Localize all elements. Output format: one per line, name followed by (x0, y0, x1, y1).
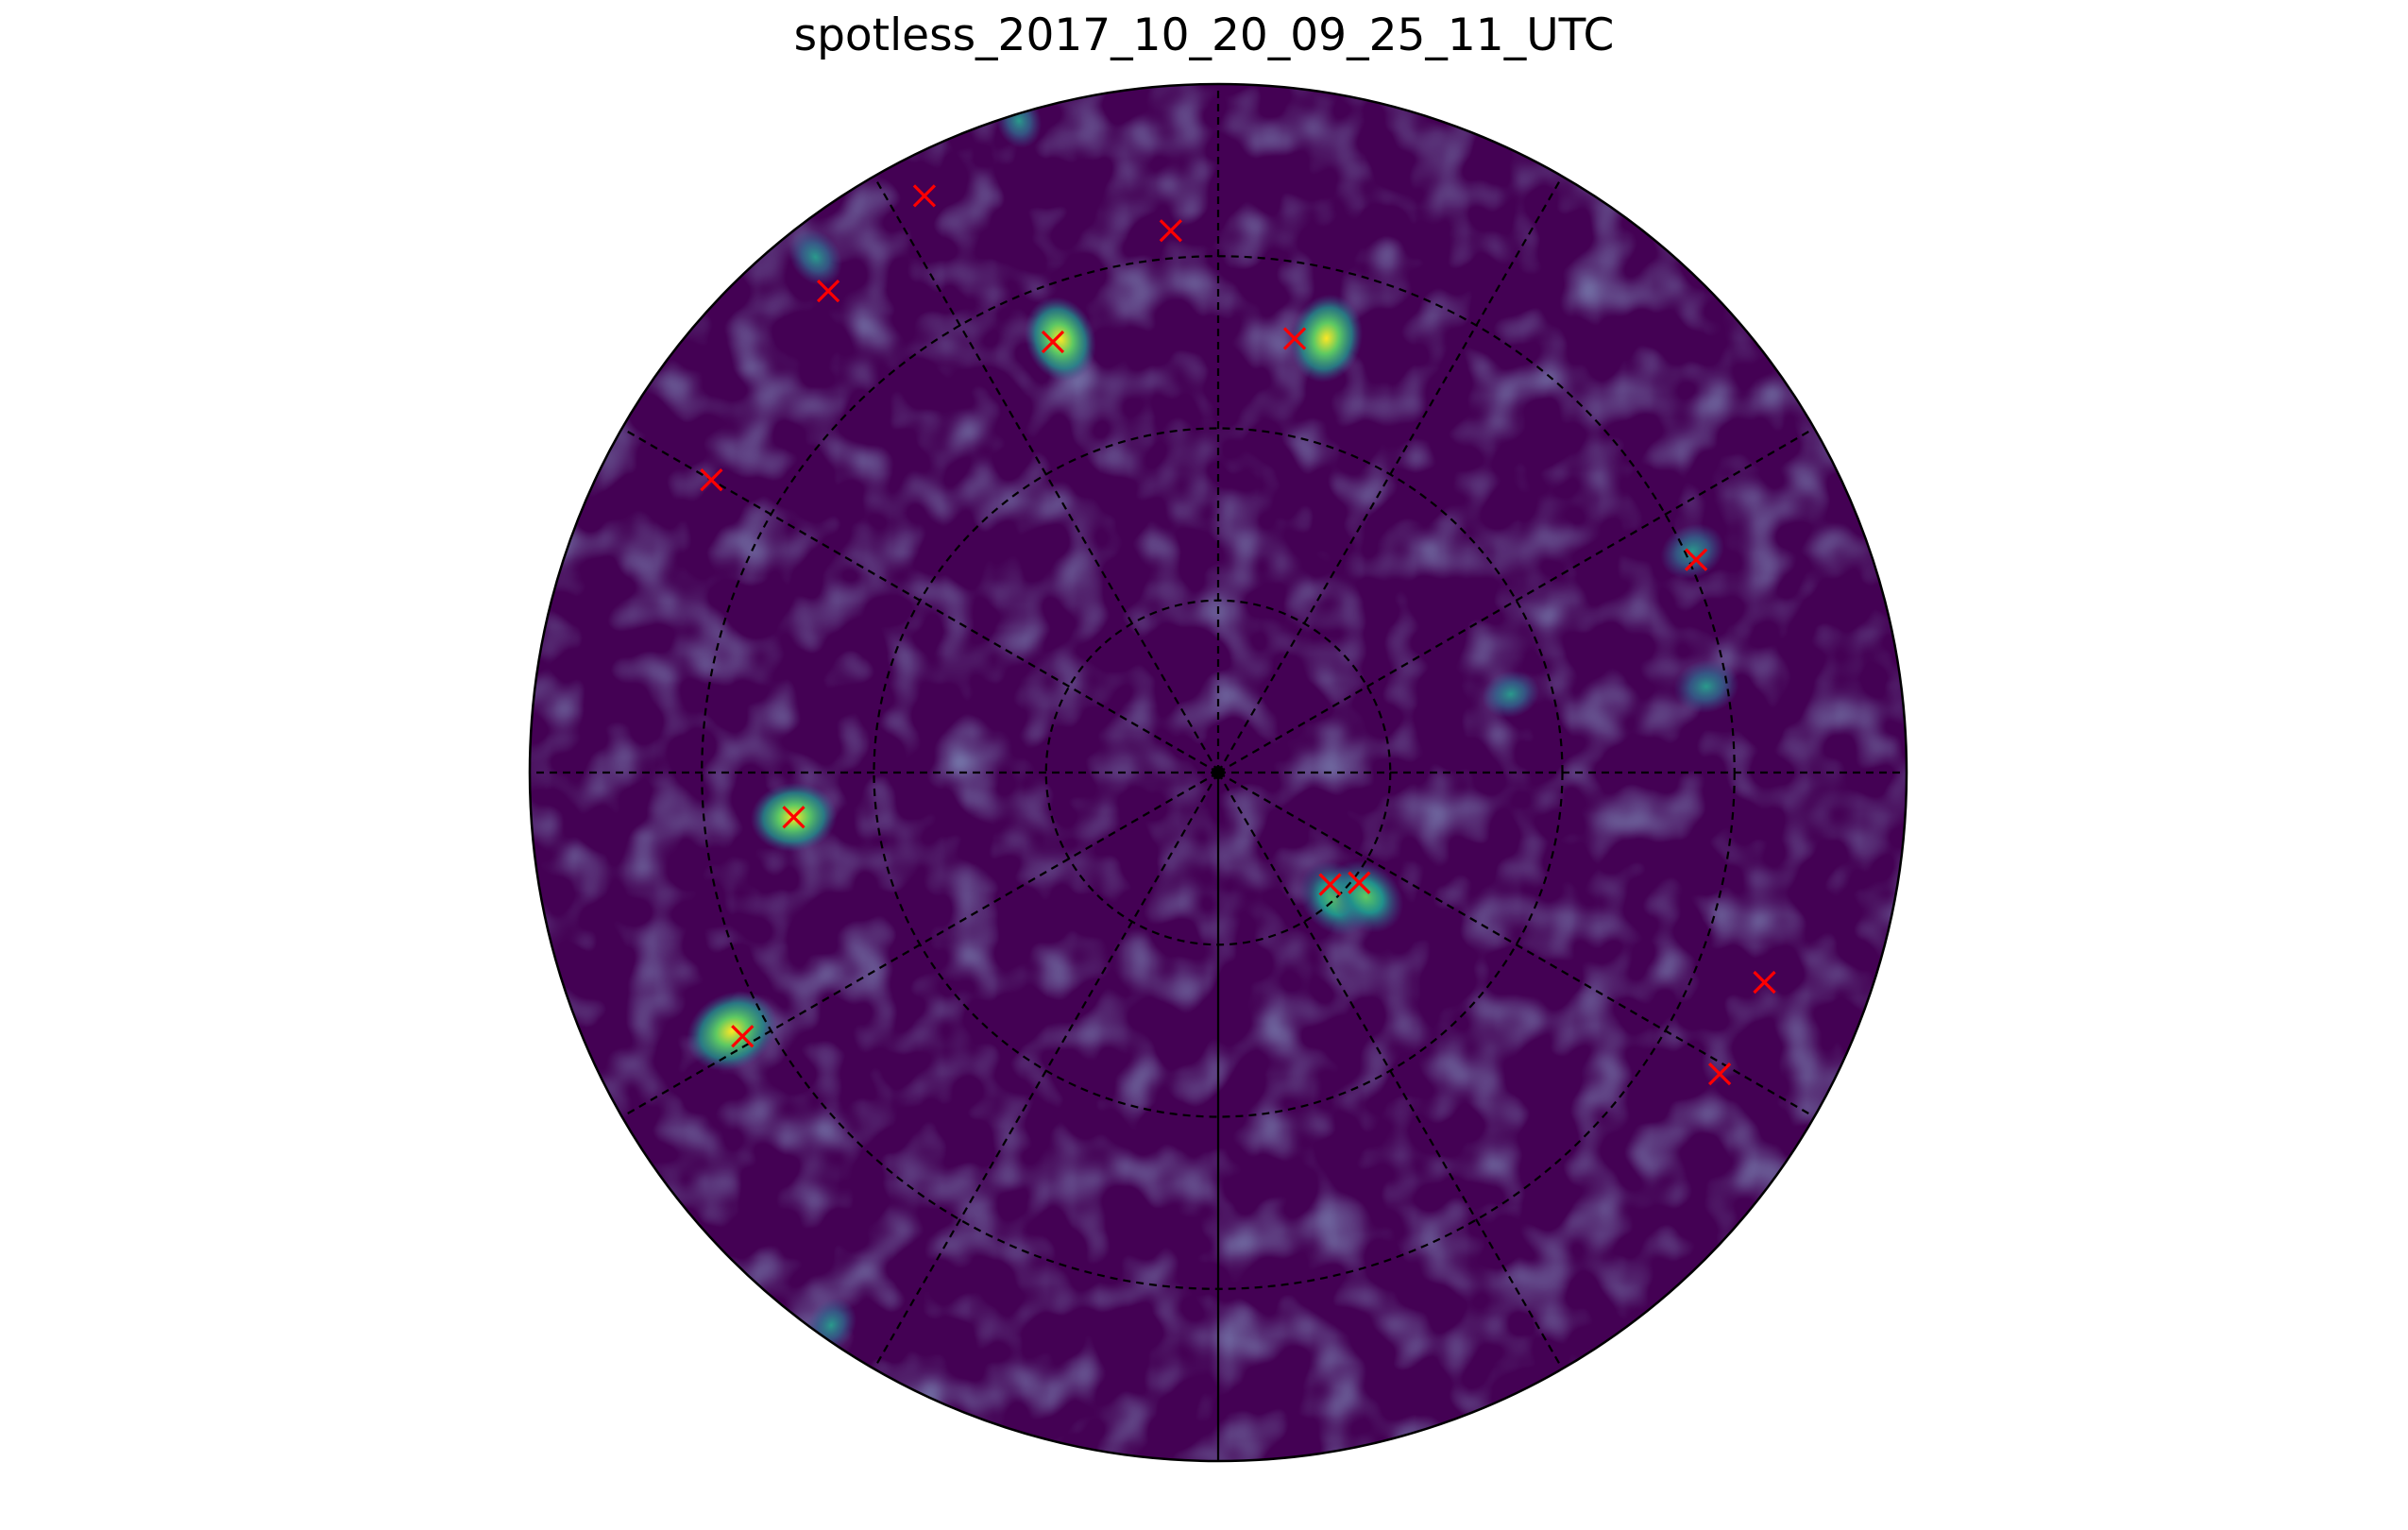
grid-spoke (1217, 772, 1564, 1369)
emission-blob (789, 229, 842, 286)
emission-blob (1482, 670, 1540, 719)
grid-spoke (621, 772, 1219, 1118)
catalog-marker (1708, 1062, 1732, 1086)
catalog-marker (816, 279, 840, 303)
grid-spoke (1217, 772, 1815, 1118)
chart-title: spotless_2017_10_20_09_25_11_UTC (793, 9, 1615, 61)
catalog-marker (1753, 970, 1776, 994)
catalog-marker (700, 468, 723, 492)
emission-blob (1328, 859, 1404, 933)
catalog-marker (1159, 219, 1182, 243)
zenith-dot (1212, 766, 1225, 779)
grid-spoke (621, 427, 1219, 774)
catalog-marker (912, 184, 937, 208)
catalog-marker (1318, 873, 1342, 896)
catalog-marker (1282, 327, 1307, 350)
catalog-marker (782, 806, 805, 829)
emission-blob (687, 991, 778, 1072)
catalog-marker (1348, 871, 1371, 894)
emission-blob (1660, 523, 1724, 580)
catalog-marker (1041, 330, 1065, 354)
grid-spoke (873, 176, 1219, 774)
emission-blob (1290, 294, 1364, 382)
grid-spoke (873, 772, 1219, 1369)
catalog-markers (700, 184, 1776, 1086)
grid-spoke (1217, 176, 1564, 774)
catalog-marker (731, 1025, 755, 1048)
emission-blob (1025, 297, 1096, 382)
catalog-marker (1685, 548, 1708, 571)
grid-spoke (1217, 427, 1815, 774)
polar-grid (530, 84, 1907, 1461)
sky-disk-edge (528, 82, 1908, 1463)
emission-blob (1673, 659, 1739, 713)
